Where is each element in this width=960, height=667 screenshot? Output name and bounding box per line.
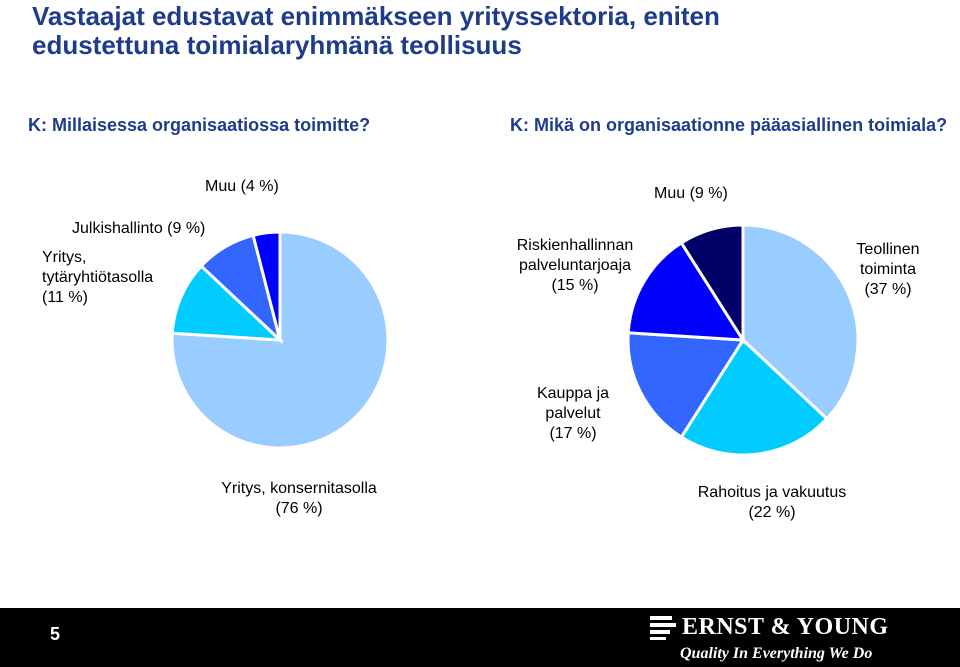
pie-slice-muu — [679, 223, 745, 346]
label-yritys-tytaryhtiotasolla: Yritys, tytäryhtiötasolla (11 %) — [42, 249, 154, 306]
pie-slice-teollinen-toiminta — [741, 223, 860, 421]
label-riskienhallinnan-palveluntarjoaja: Riskienhallinnan palveluntarjoaja (15 %) — [516, 237, 634, 294]
pie-slice-kauppa-ja-palvelut — [626, 331, 746, 440]
footer-bar: 5 ERNST & YOUNG Quality In Everything We… — [0, 608, 960, 667]
logo-company-name: ERNST & YOUNG — [682, 614, 889, 640]
pie-slice-muu — [251, 230, 282, 341]
pie-charts — [170, 223, 860, 457]
slide-title: Vastaajat edustavat enimmäkseen yritysse… — [32, 2, 932, 60]
label-teollinen-toiminta: Teollinen toiminta (37 %) — [856, 241, 920, 298]
industry-pie — [626, 223, 860, 457]
slide-title-line-2: edustettuna toimialaryhmänä teollisuus — [32, 30, 522, 60]
label-julkishallinto: Julkishallinto (9 %) — [72, 220, 206, 237]
question-industry: K: Mikä on organisaationne pääasiallinen… — [510, 115, 948, 135]
label-yritys-konsernitasolla: Yritys, konsernitasolla (76 %) — [221, 480, 377, 517]
ernst-young-logo: ERNST & YOUNG Quality In Everything We D… — [648, 614, 948, 666]
pie-slice-riskienhallinnan-palveluntarjoaja — [626, 240, 746, 342]
logo-tagline: Quality In Everything We Do — [680, 645, 873, 662]
organisation-type-pie — [170, 230, 390, 450]
pie-slice-rahoitus-ja-vakuutus — [679, 337, 829, 457]
label-muu-org: Muu (4 %) — [205, 178, 279, 195]
label-kauppa-ja-palvelut: Kauppa ja palvelut (17 %) — [536, 385, 610, 442]
page-number: 5 — [50, 624, 61, 644]
label-rahoitus-ja-vakuutus: Rahoitus ja vakuutus (22 %) — [697, 484, 847, 521]
label-muu-industry: Muu (9 %) — [654, 185, 728, 202]
slide-title-line-1: Vastaajat edustavat enimmäkseen yritysse… — [32, 1, 720, 31]
question-organisation-type: K: Millaisessa organisaatiossa toimitte? — [28, 115, 371, 135]
logo-mark-icon — [650, 616, 678, 640]
pie-slice-yritys-konsernitasolla — [170, 230, 390, 450]
